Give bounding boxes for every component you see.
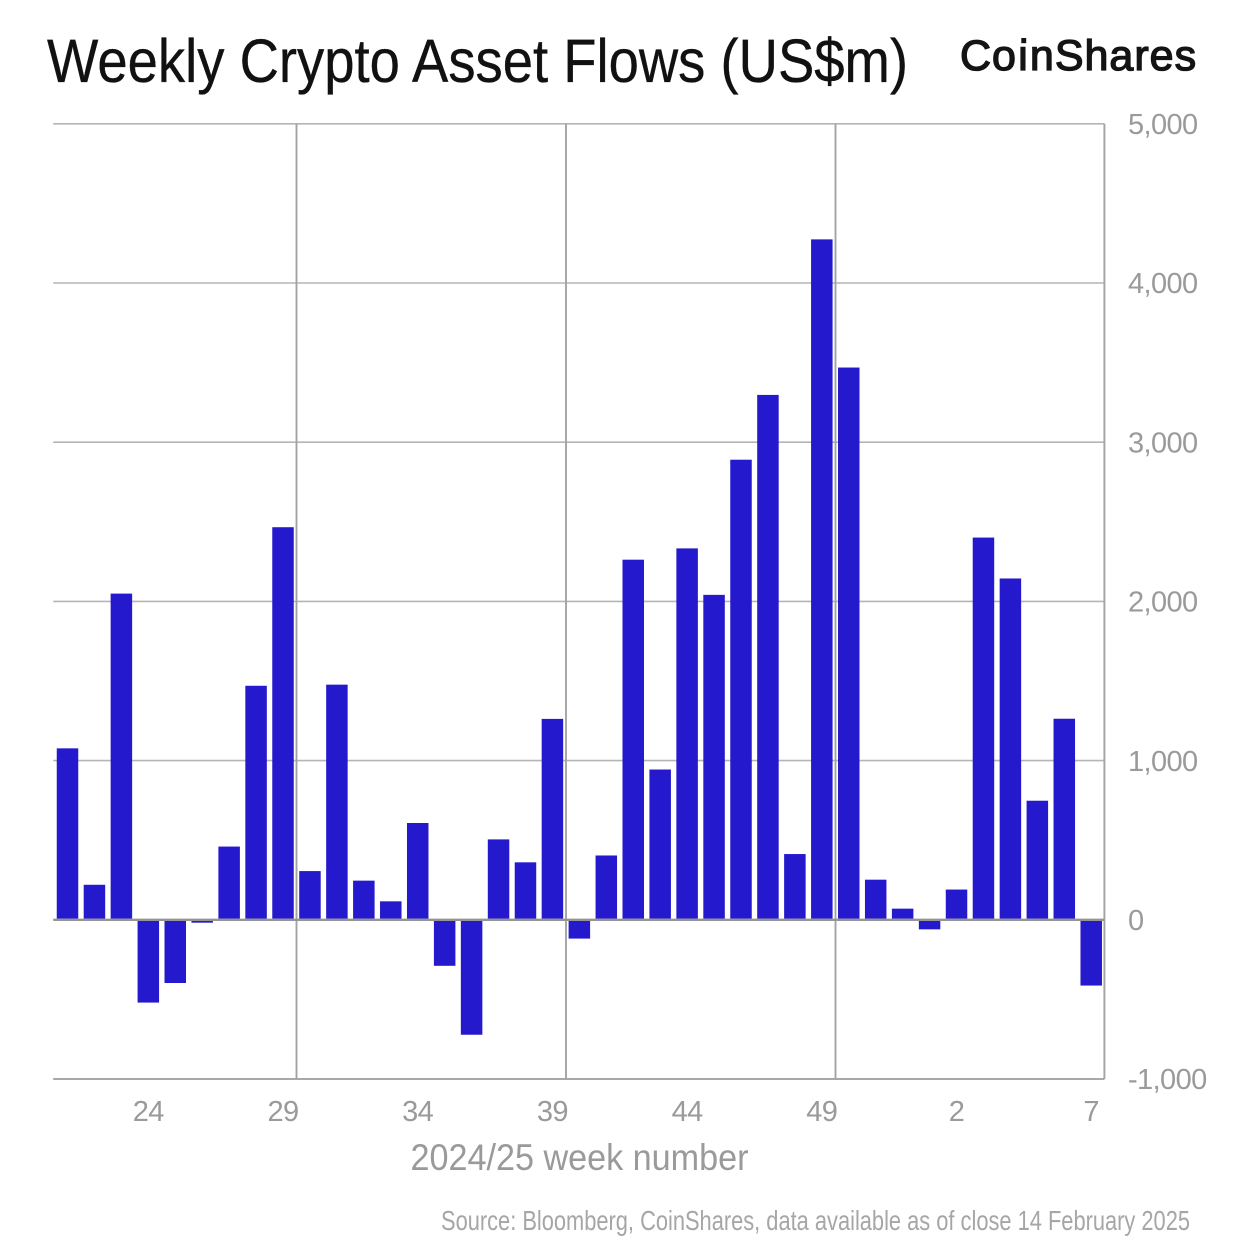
svg-text:1,000: 1,000 <box>1128 746 1198 778</box>
svg-text:-1,000: -1,000 <box>1128 1064 1207 1096</box>
svg-text:5,000: 5,000 <box>1128 109 1198 141</box>
svg-text:29: 29 <box>267 1096 298 1128</box>
svg-text:24: 24 <box>133 1096 165 1128</box>
svg-text:Source: Bloomberg, CoinShares,: Source: Bloomberg, CoinShares, data avai… <box>441 1205 1190 1236</box>
svg-text:2,000: 2,000 <box>1128 587 1198 619</box>
svg-text:4,000: 4,000 <box>1128 268 1198 300</box>
svg-text:CoınShares: CoınShares <box>960 32 1197 80</box>
svg-text:44: 44 <box>672 1096 704 1128</box>
svg-text:2024/25 week number: 2024/25 week number <box>411 1137 749 1178</box>
svg-text:7: 7 <box>1083 1096 1099 1128</box>
svg-text:0: 0 <box>1128 905 1144 937</box>
svg-text:49: 49 <box>806 1096 837 1128</box>
svg-text:39: 39 <box>537 1096 568 1128</box>
svg-text:Weekly Crypto Asset Flows (US$: Weekly Crypto Asset Flows (US$m) <box>47 27 908 95</box>
svg-text:3,000: 3,000 <box>1128 427 1198 459</box>
svg-text:2: 2 <box>949 1096 965 1128</box>
svg-text:34: 34 <box>402 1096 434 1128</box>
